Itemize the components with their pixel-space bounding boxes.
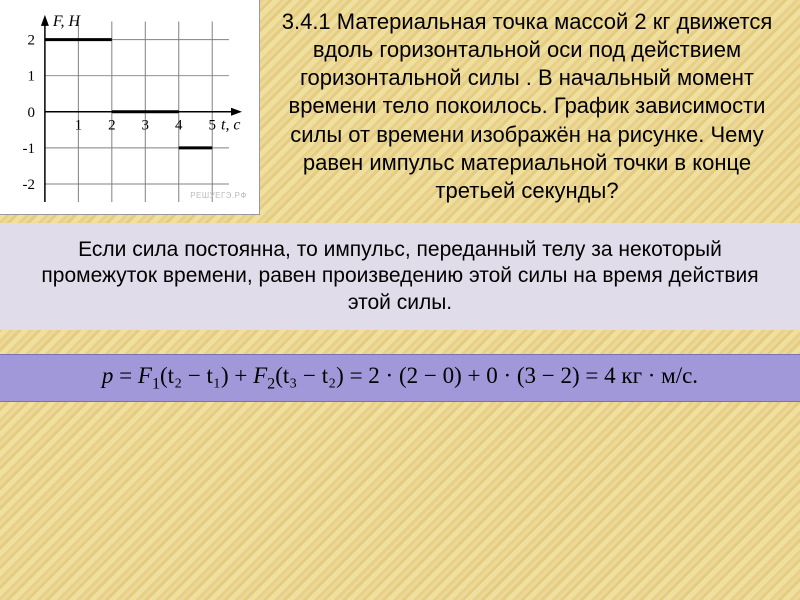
svg-text:4: 4	[175, 118, 183, 134]
svg-text:3: 3	[142, 118, 149, 134]
svg-text:1: 1	[27, 69, 34, 85]
graph-svg: 1 2 3 4 5 -2 -1 0 1 2 F, Н t, с РЕШУЕГЭ.РФ	[0, 0, 259, 214]
explanation-bar: Если сила постоянна, то импульс, передан…	[0, 223, 800, 330]
formula-F2: F	[253, 363, 267, 388]
formula-unit: кг · м/с.	[621, 363, 698, 388]
svg-text:F, Н: F, Н	[52, 13, 82, 30]
svg-text:РЕШУЕГЭ.РФ: РЕШУЕГЭ.РФ	[190, 191, 247, 200]
formula-numeric: = 2 · (2 − 0) + 0 · (3 − 2) = 4	[344, 363, 622, 388]
svg-text:1: 1	[75, 118, 82, 134]
svg-text:t, с: t, с	[221, 117, 240, 134]
force-time-graph: 1 2 3 4 5 -2 -1 0 1 2 F, Н t, с РЕШУЕГЭ.РФ	[0, 0, 260, 215]
svg-text:2: 2	[27, 33, 34, 49]
formula-F1-sub: 1	[152, 375, 160, 392]
formula-paren1: (t₂ − t₁)	[160, 363, 229, 388]
svg-text:0: 0	[27, 105, 34, 121]
slide-root: 1 2 3 4 5 -2 -1 0 1 2 F, Н t, с РЕШУЕГЭ.РФ 3.4.1 Мат…	[0, 0, 800, 600]
problem-text: 3.4.1 Материальная точка массой 2 кг дви…	[260, 0, 800, 213]
formula-lhs: p	[102, 363, 114, 388]
formula-bar: p = F1(t₂ − t₁) + F2(t₃ − t₂) = 2 · (2 −…	[0, 354, 800, 403]
svg-text:5: 5	[208, 118, 215, 134]
svg-text:2: 2	[108, 118, 115, 134]
svg-text:-1: -1	[23, 141, 35, 157]
svg-text:-2: -2	[23, 177, 35, 193]
formula-F2-sub: 2	[267, 375, 275, 392]
formula-paren2: (t₃ − t₂)	[275, 363, 344, 388]
formula-F1: F	[138, 363, 152, 388]
top-section: 1 2 3 4 5 -2 -1 0 1 2 F, Н t, с РЕШУЕГЭ.РФ 3.4.1 Мат…	[0, 0, 800, 215]
